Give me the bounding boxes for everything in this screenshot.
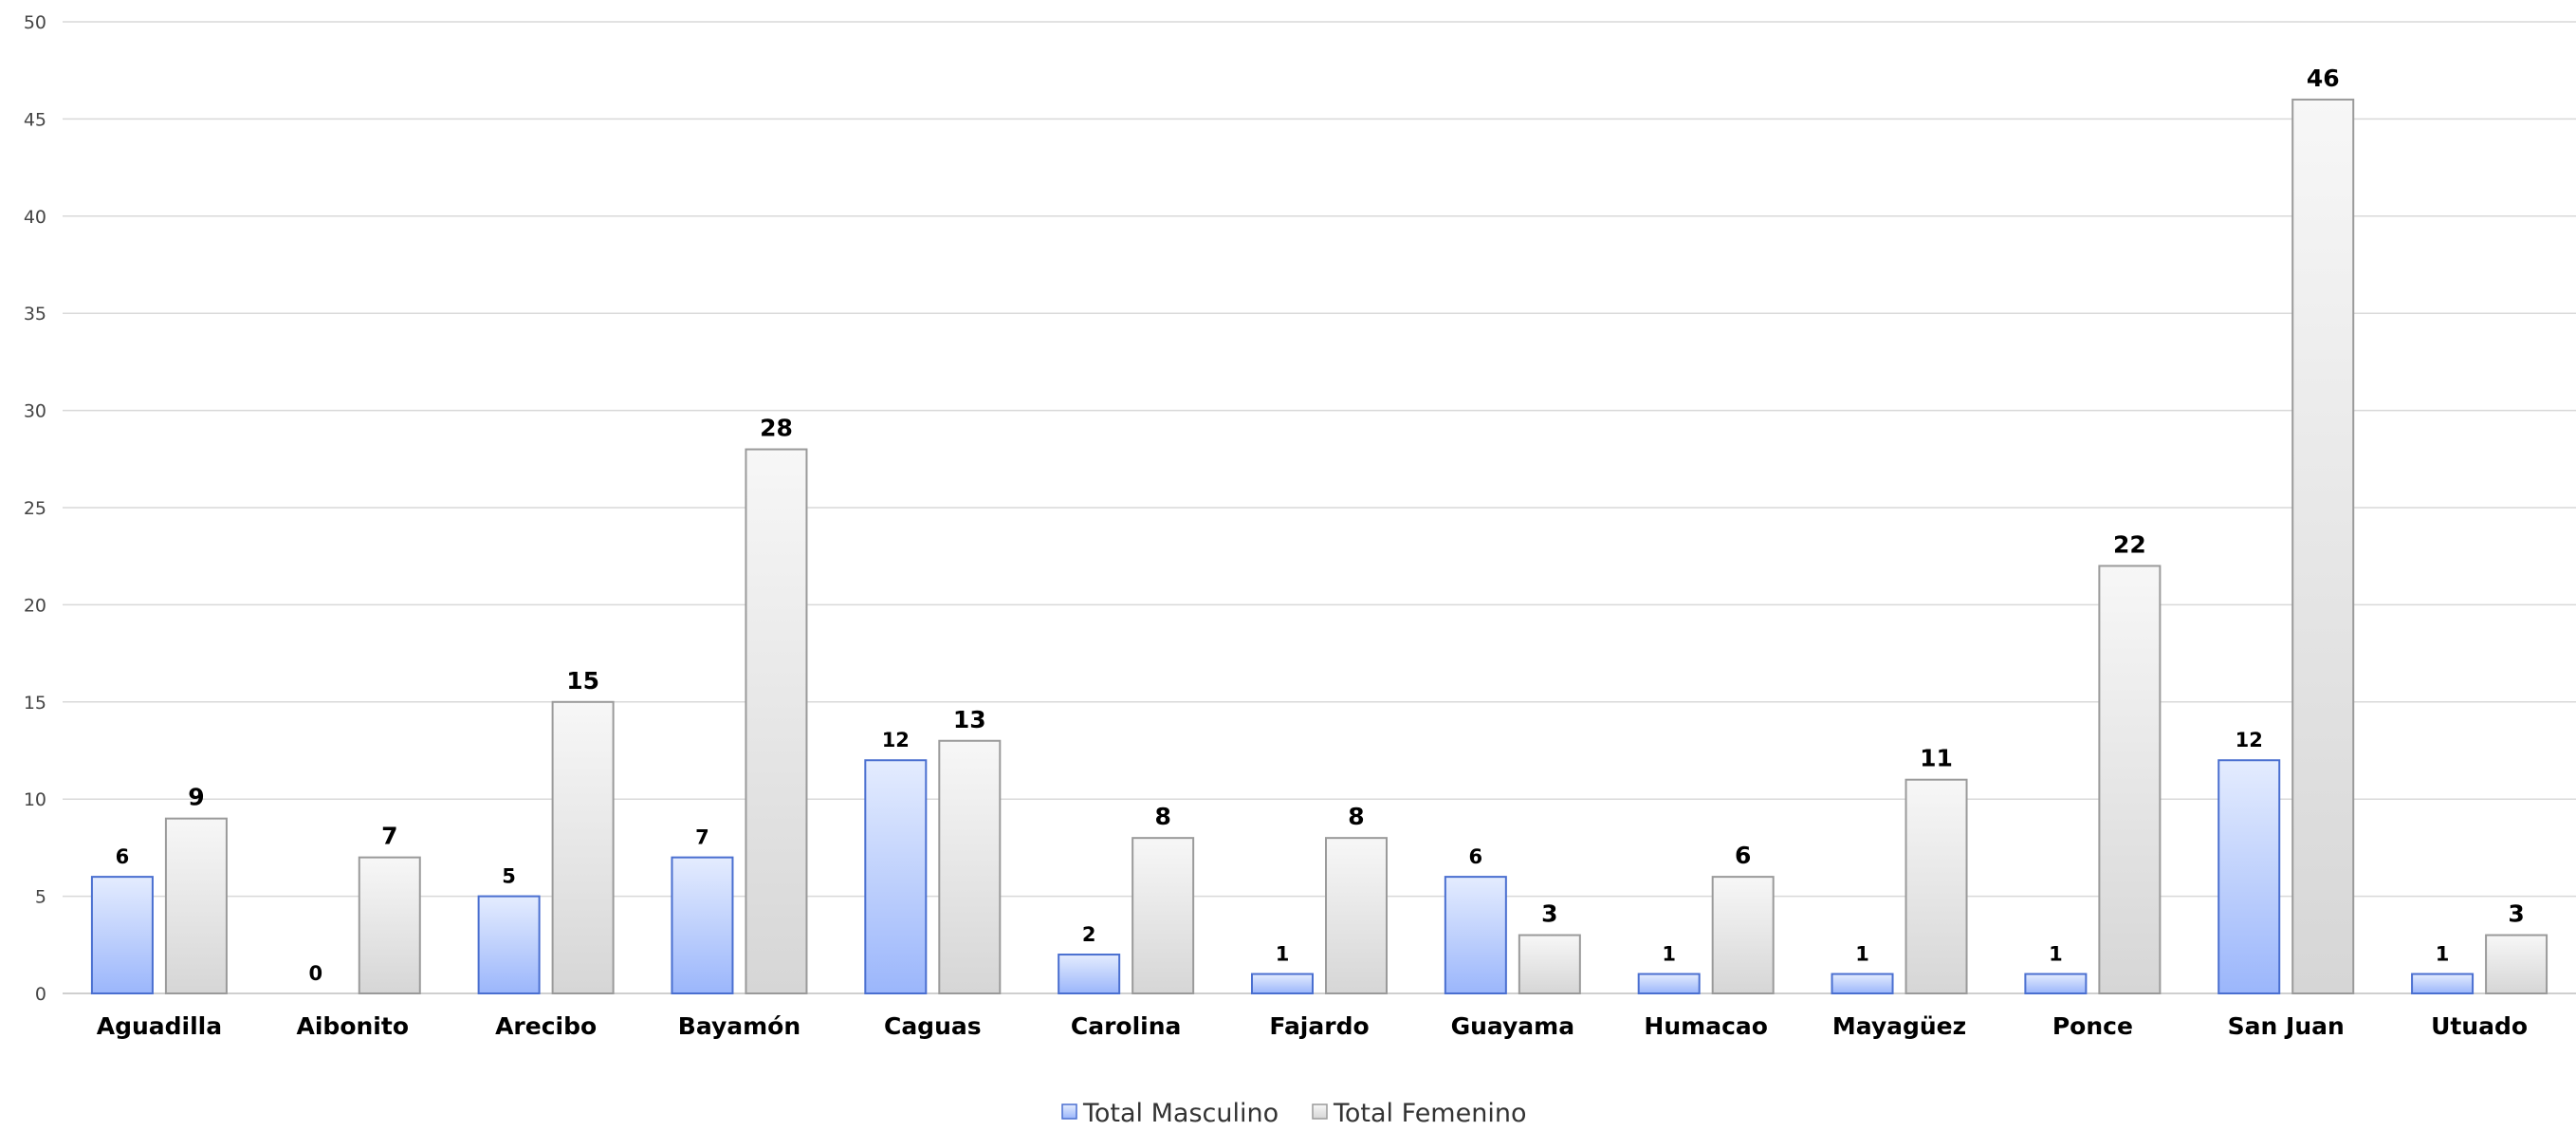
- data-label-masculino: 6: [116, 845, 130, 868]
- bar-femenino: [1325, 837, 1388, 994]
- data-label-masculino: 2: [1082, 923, 1096, 946]
- y-tick-label: 25: [24, 498, 46, 519]
- bar-masculino: [1251, 973, 1314, 995]
- data-label-femenino: 11: [1920, 745, 1953, 772]
- bar-femenino: [938, 739, 1002, 994]
- bar-femenino: [745, 448, 808, 994]
- bar-femenino: [2485, 934, 2548, 994]
- data-label-masculino: 1: [2436, 943, 2450, 966]
- data-label-masculino: 7: [695, 826, 709, 849]
- x-tick-label: Mayagüez: [1832, 1012, 1966, 1040]
- bar-femenino: [1711, 876, 1775, 994]
- bar-femenino: [164, 817, 228, 994]
- bar-femenino: [1518, 934, 1581, 994]
- gridlines: [63, 21, 2576, 994]
- data-label-femenino: 28: [760, 415, 793, 442]
- legend-label-femenino: Total Femenino: [1333, 1099, 1526, 1128]
- bar-femenino: [1904, 778, 1968, 994]
- data-label-femenino: 7: [381, 823, 397, 850]
- y-tick-label: 45: [24, 109, 46, 130]
- bar-masculino: [1058, 954, 1121, 994]
- data-label-masculino: 12: [882, 729, 910, 751]
- y-tick-label: 10: [24, 789, 46, 810]
- y-axis: 0 5 10 15 20 25 30 35 40 45 50: [24, 12, 46, 1005]
- data-label-femenino: 8: [1154, 803, 1170, 830]
- legend-swatch-masculino: [1061, 1103, 1077, 1120]
- plot-area: [90, 98, 2548, 995]
- data-label-masculino: 1: [1662, 943, 1676, 966]
- data-label-femenino: 46: [2307, 65, 2340, 92]
- x-tick-label: Humacao: [1644, 1012, 1768, 1040]
- data-label-masculino: 5: [502, 865, 516, 888]
- bar-masculino: [1637, 973, 1701, 995]
- bar-femenino: [1132, 837, 1195, 994]
- bar-femenino: [551, 700, 615, 994]
- x-tick-label: Ponce: [2052, 1012, 2133, 1040]
- data-label-masculino: 6: [1469, 845, 1483, 868]
- data-label-masculino: 0: [308, 962, 322, 985]
- bar-masculino: [2024, 973, 2088, 995]
- y-tick-label: 30: [24, 401, 46, 422]
- data-label-femenino: 6: [1735, 842, 1751, 869]
- data-label-femenino: 8: [1348, 803, 1364, 830]
- x-axis: Aguadilla Aibonito Arecibo Bayamón Caguas Car…: [97, 1012, 2528, 1040]
- y-tick-label: 40: [24, 207, 46, 228]
- bar-masculino: [477, 895, 541, 994]
- y-tick-label: 50: [24, 12, 46, 33]
- bar-masculino: [1831, 973, 1894, 995]
- x-tick-label: Caguas: [884, 1012, 982, 1040]
- y-tick-label: 0: [35, 984, 46, 1005]
- x-tick-label: Aguadilla: [97, 1012, 222, 1040]
- x-tick-label: San Juan: [2228, 1012, 2345, 1040]
- bar-masculino: [671, 856, 734, 995]
- data-label-femenino: 13: [953, 706, 986, 733]
- legend-swatch-femenino: [1312, 1103, 1328, 1120]
- x-tick-label: Guayama: [1451, 1012, 1575, 1040]
- data-label-femenino: 9: [188, 784, 204, 811]
- legend: Total Masculino Total Femenino: [1061, 1099, 1526, 1128]
- bar-masculino: [2411, 973, 2475, 995]
- bar-masculino: [1444, 876, 1507, 994]
- data-label-femenino: 3: [2508, 900, 2524, 928]
- data-label-masculino: 1: [2049, 943, 2063, 966]
- y-tick-label: 5: [35, 887, 46, 908]
- y-tick-label: 35: [24, 304, 46, 324]
- bar-femenino: [2098, 565, 2162, 994]
- bar-femenino: [358, 856, 421, 995]
- bar-femenino: [2291, 98, 2355, 995]
- x-tick-label: Carolina: [1071, 1012, 1182, 1040]
- bar-masculino: [90, 876, 154, 994]
- bar-masculino: [864, 759, 928, 994]
- x-tick-label: Aibonito: [297, 1012, 409, 1040]
- data-label-masculino: 1: [1276, 943, 1290, 966]
- x-tick-label: Fajardo: [1269, 1012, 1369, 1040]
- data-label-femenino: 22: [2113, 530, 2146, 558]
- y-tick-label: 20: [24, 595, 46, 616]
- bar-masculino: [2217, 759, 2281, 994]
- legend-label-masculino: Total Masculino: [1082, 1099, 1279, 1128]
- x-tick-label: Bayamón: [678, 1012, 800, 1040]
- y-tick-label: 15: [24, 693, 46, 714]
- data-label-femenino: 3: [1541, 900, 1557, 928]
- x-tick-label: Arecibo: [495, 1012, 597, 1040]
- x-tick-label: Utuado: [2431, 1012, 2528, 1040]
- data-label-masculino: 1: [1855, 943, 1869, 966]
- data-label-masculino: 12: [2236, 729, 2263, 751]
- data-label-femenino: 15: [566, 667, 599, 695]
